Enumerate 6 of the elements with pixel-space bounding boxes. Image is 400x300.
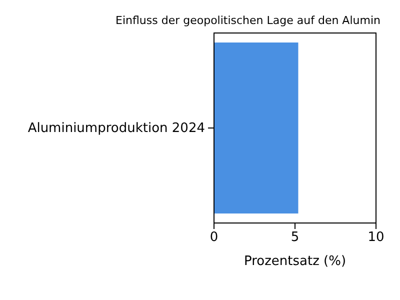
x-tick-label: 0 — [210, 230, 218, 246]
x-tick-label: 10 — [368, 230, 384, 246]
y-tick-label: Aluminiumproduktion 2024 — [28, 121, 205, 136]
x-tick-label: 5 — [290, 230, 300, 246]
x-axis-title: Prozentsatz (%) — [244, 254, 346, 269]
chart-title: Einfluss der geopolitischen Lage auf den Alumin — [116, 14, 381, 27]
